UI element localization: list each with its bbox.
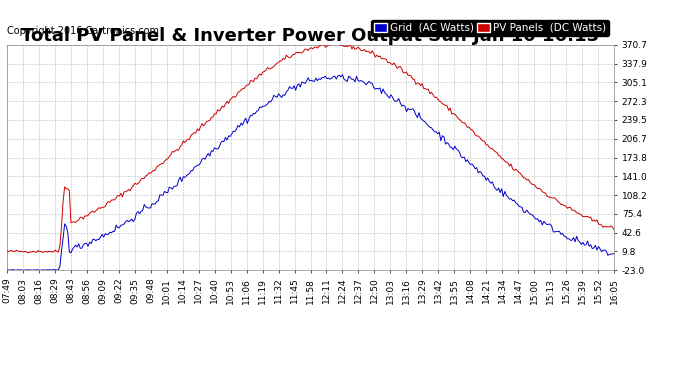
Title: Total PV Panel & Inverter Power Output Sun Jan 10 16:13: Total PV Panel & Inverter Power Output S… — [21, 27, 600, 45]
Text: Copyright 2016 Cartronics.com: Copyright 2016 Cartronics.com — [7, 26, 159, 36]
Legend: Grid  (AC Watts), PV Panels  (DC Watts): Grid (AC Watts), PV Panels (DC Watts) — [371, 20, 609, 36]
